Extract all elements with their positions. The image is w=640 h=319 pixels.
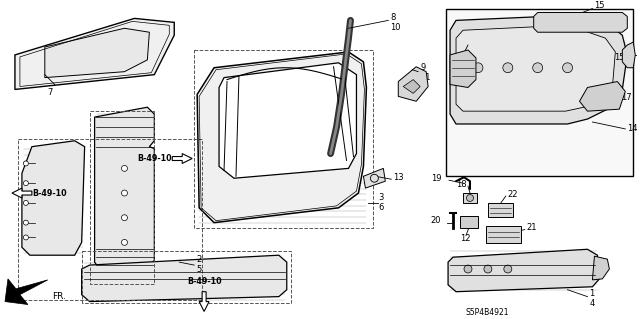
- Text: 5: 5: [196, 264, 202, 273]
- Text: 6: 6: [378, 203, 384, 212]
- Text: 19: 19: [431, 174, 441, 183]
- Circle shape: [122, 190, 127, 196]
- Text: FR.: FR.: [52, 292, 66, 301]
- Bar: [460, 216, 478, 227]
- Bar: [82, 251, 291, 302]
- Circle shape: [532, 63, 543, 73]
- Text: B-49-10: B-49-10: [33, 189, 67, 197]
- Text: 10: 10: [390, 23, 401, 32]
- Text: 20: 20: [431, 216, 441, 225]
- Polygon shape: [456, 25, 615, 111]
- Circle shape: [467, 195, 474, 201]
- Text: 15: 15: [614, 53, 624, 63]
- Polygon shape: [82, 255, 287, 301]
- Polygon shape: [45, 28, 149, 78]
- Text: 15: 15: [595, 1, 605, 10]
- Text: 21: 21: [527, 223, 537, 232]
- Text: B-49-10: B-49-10: [137, 154, 172, 163]
- Bar: [463, 193, 477, 203]
- Polygon shape: [199, 292, 209, 311]
- Polygon shape: [22, 141, 84, 255]
- Bar: [18, 139, 202, 300]
- Bar: [90, 111, 154, 284]
- Text: 17: 17: [621, 93, 632, 102]
- Polygon shape: [364, 168, 385, 188]
- Polygon shape: [15, 19, 174, 89]
- Polygon shape: [534, 12, 627, 32]
- Circle shape: [24, 235, 28, 240]
- Circle shape: [24, 161, 28, 166]
- Bar: [486, 226, 521, 243]
- Circle shape: [122, 215, 127, 221]
- Bar: [488, 203, 513, 217]
- Circle shape: [484, 265, 492, 273]
- Polygon shape: [450, 15, 627, 124]
- Text: 16: 16: [470, 38, 481, 47]
- Circle shape: [24, 200, 28, 205]
- Polygon shape: [622, 42, 636, 68]
- Circle shape: [473, 63, 483, 73]
- Circle shape: [464, 265, 472, 273]
- Circle shape: [122, 240, 127, 245]
- Text: 14: 14: [627, 124, 638, 133]
- Circle shape: [504, 265, 512, 273]
- Text: 13: 13: [394, 173, 404, 182]
- Polygon shape: [450, 50, 476, 87]
- Polygon shape: [403, 79, 420, 93]
- Text: 1: 1: [589, 289, 595, 298]
- Polygon shape: [197, 52, 367, 223]
- Text: 11: 11: [420, 73, 431, 82]
- Text: 12: 12: [460, 234, 470, 243]
- Bar: [194, 50, 373, 227]
- Circle shape: [503, 63, 513, 73]
- Circle shape: [24, 181, 28, 186]
- Circle shape: [122, 166, 127, 171]
- Text: 9: 9: [420, 63, 426, 72]
- Text: 8: 8: [390, 13, 396, 22]
- Polygon shape: [579, 82, 625, 111]
- Polygon shape: [12, 188, 32, 198]
- Text: S5P4B4921: S5P4B4921: [466, 308, 509, 317]
- Text: 22: 22: [508, 189, 518, 198]
- Polygon shape: [95, 107, 154, 269]
- Polygon shape: [5, 279, 48, 305]
- Circle shape: [371, 174, 378, 182]
- Text: 18: 18: [456, 180, 467, 189]
- Circle shape: [563, 63, 573, 73]
- Text: 3: 3: [378, 194, 384, 203]
- Text: 2: 2: [196, 255, 202, 263]
- Polygon shape: [219, 63, 356, 178]
- Bar: [446, 9, 633, 176]
- Polygon shape: [448, 249, 600, 292]
- Text: B-49-10: B-49-10: [187, 277, 221, 286]
- Text: 7: 7: [47, 88, 52, 98]
- Polygon shape: [593, 256, 609, 280]
- Text: 4: 4: [589, 299, 595, 308]
- Polygon shape: [172, 153, 192, 163]
- Circle shape: [24, 220, 28, 225]
- Polygon shape: [398, 67, 428, 101]
